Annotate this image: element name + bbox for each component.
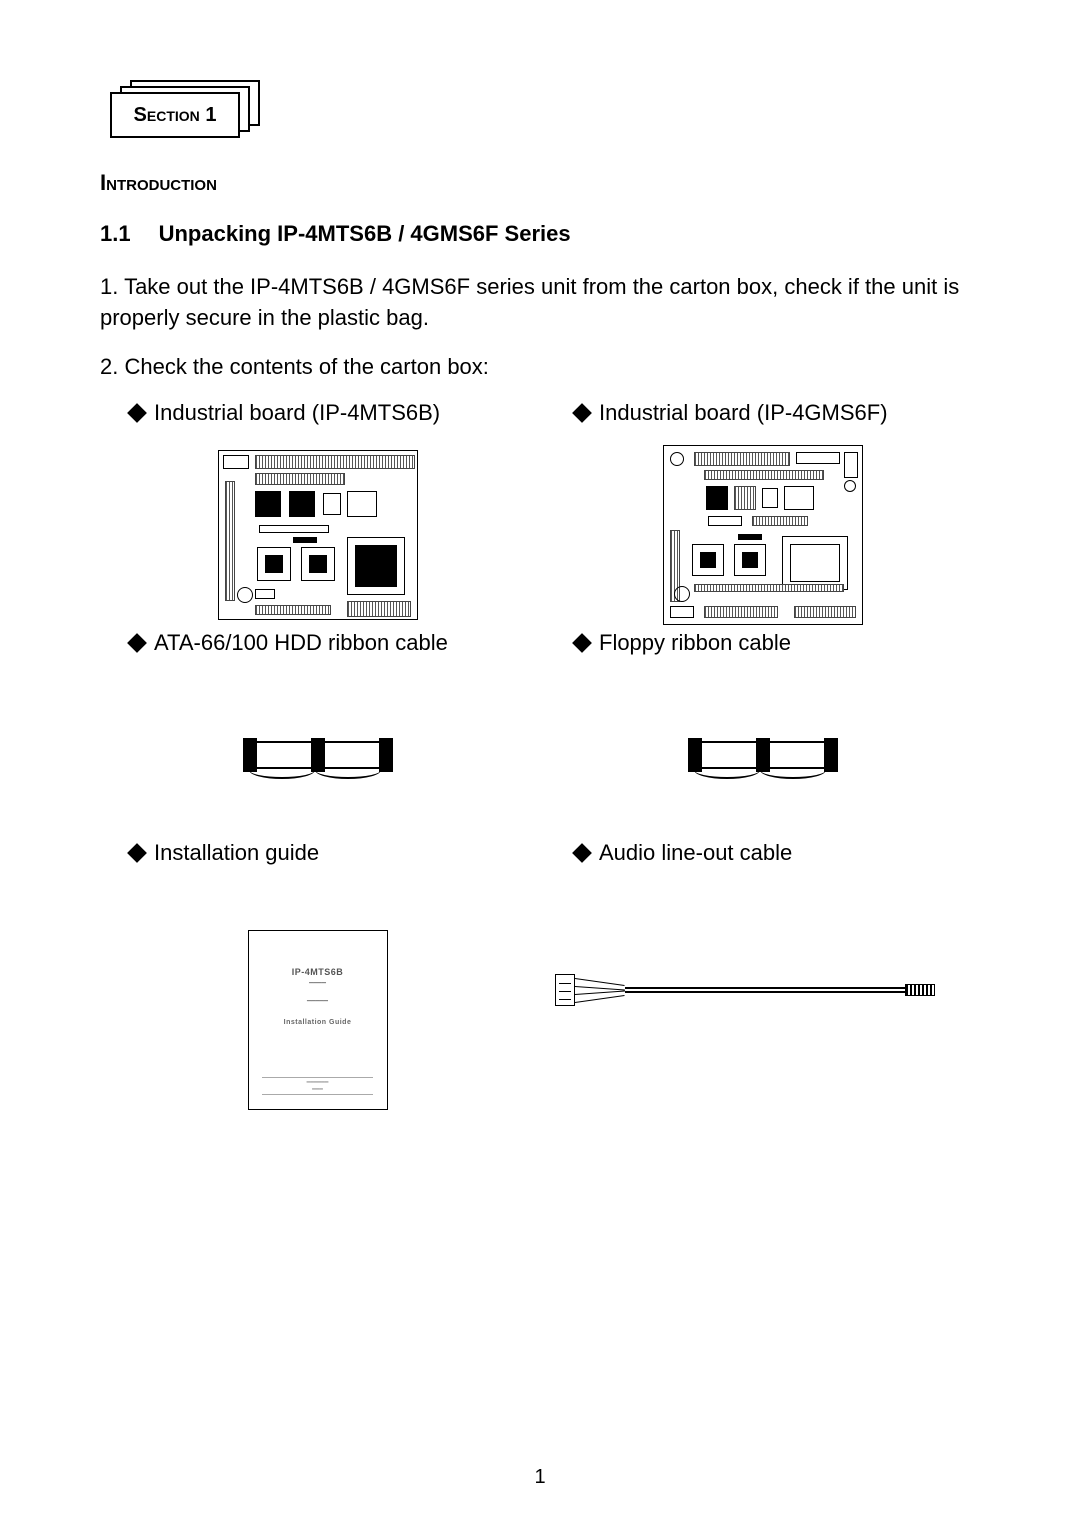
motherboard-illustration <box>218 450 418 620</box>
item-label: Industrial board (IP-4GMS6F) <box>599 400 888 426</box>
audio-cable-illustration <box>555 970 935 1010</box>
subsection-title: Unpacking IP-4MTS6B / 4GMS6F Series <box>159 221 571 247</box>
bullet-diamond-icon <box>572 403 592 423</box>
section-badge-label: Section 1 <box>134 104 217 127</box>
item-board-4mts6b: Industrial board (IP-4MTS6B) <box>100 400 535 630</box>
item-installation-guide: Installation guide IP-4MTS6B ━━━━ ━━━━━ … <box>100 840 535 1120</box>
subsection-number: 1.1 <box>100 221 131 247</box>
bullet-diamond-icon <box>127 843 147 863</box>
badge-page-front: Section 1 <box>110 92 240 138</box>
bullet-diamond-icon <box>572 633 592 653</box>
ribbon-cable-illustration <box>688 735 838 775</box>
ribbon-cable-illustration <box>243 735 393 775</box>
subsection-heading: 1.1 Unpacking IP-4MTS6B / 4GMS6F Series <box>100 221 980 247</box>
item-label: ATA-66/100 HDD ribbon cable <box>154 630 448 656</box>
contents-grid: Industrial board (IP-4MTS6B) <box>100 400 980 1120</box>
step-1-text: 1. Take out the IP-4MTS6B / 4GMS6F serie… <box>100 274 959 330</box>
guide-booklet-illustration: IP-4MTS6B ━━━━ ━━━━━ Installation Guide … <box>248 930 388 1110</box>
step-2-text: 2. Check the contents of the carton box: <box>100 354 489 379</box>
motherboard-illustration <box>663 445 863 625</box>
item-hdd-cable: ATA-66/100 HDD ribbon cable <box>100 630 535 840</box>
bullet-diamond-icon <box>127 403 147 423</box>
item-label: Industrial board (IP-4MTS6B) <box>154 400 440 426</box>
section-badge: Section 1 <box>110 80 270 140</box>
item-board-4gms6f: Industrial board (IP-4GMS6F) <box>545 400 980 630</box>
guide-illus-title: IP-4MTS6B <box>292 967 344 977</box>
item-label: Audio line-out cable <box>599 840 792 866</box>
page-heading: Introduction <box>100 170 980 196</box>
page-number: 1 <box>0 1466 1080 1489</box>
guide-illus-mid: Installation Guide <box>284 1019 352 1026</box>
item-floppy-cable: Floppy ribbon cable <box>545 630 980 840</box>
item-audio-cable: Audio line-out cable <box>545 840 980 1120</box>
item-label: Installation guide <box>154 840 319 866</box>
bullet-diamond-icon <box>127 633 147 653</box>
item-label: Floppy ribbon cable <box>599 630 791 656</box>
bullet-diamond-icon <box>572 843 592 863</box>
